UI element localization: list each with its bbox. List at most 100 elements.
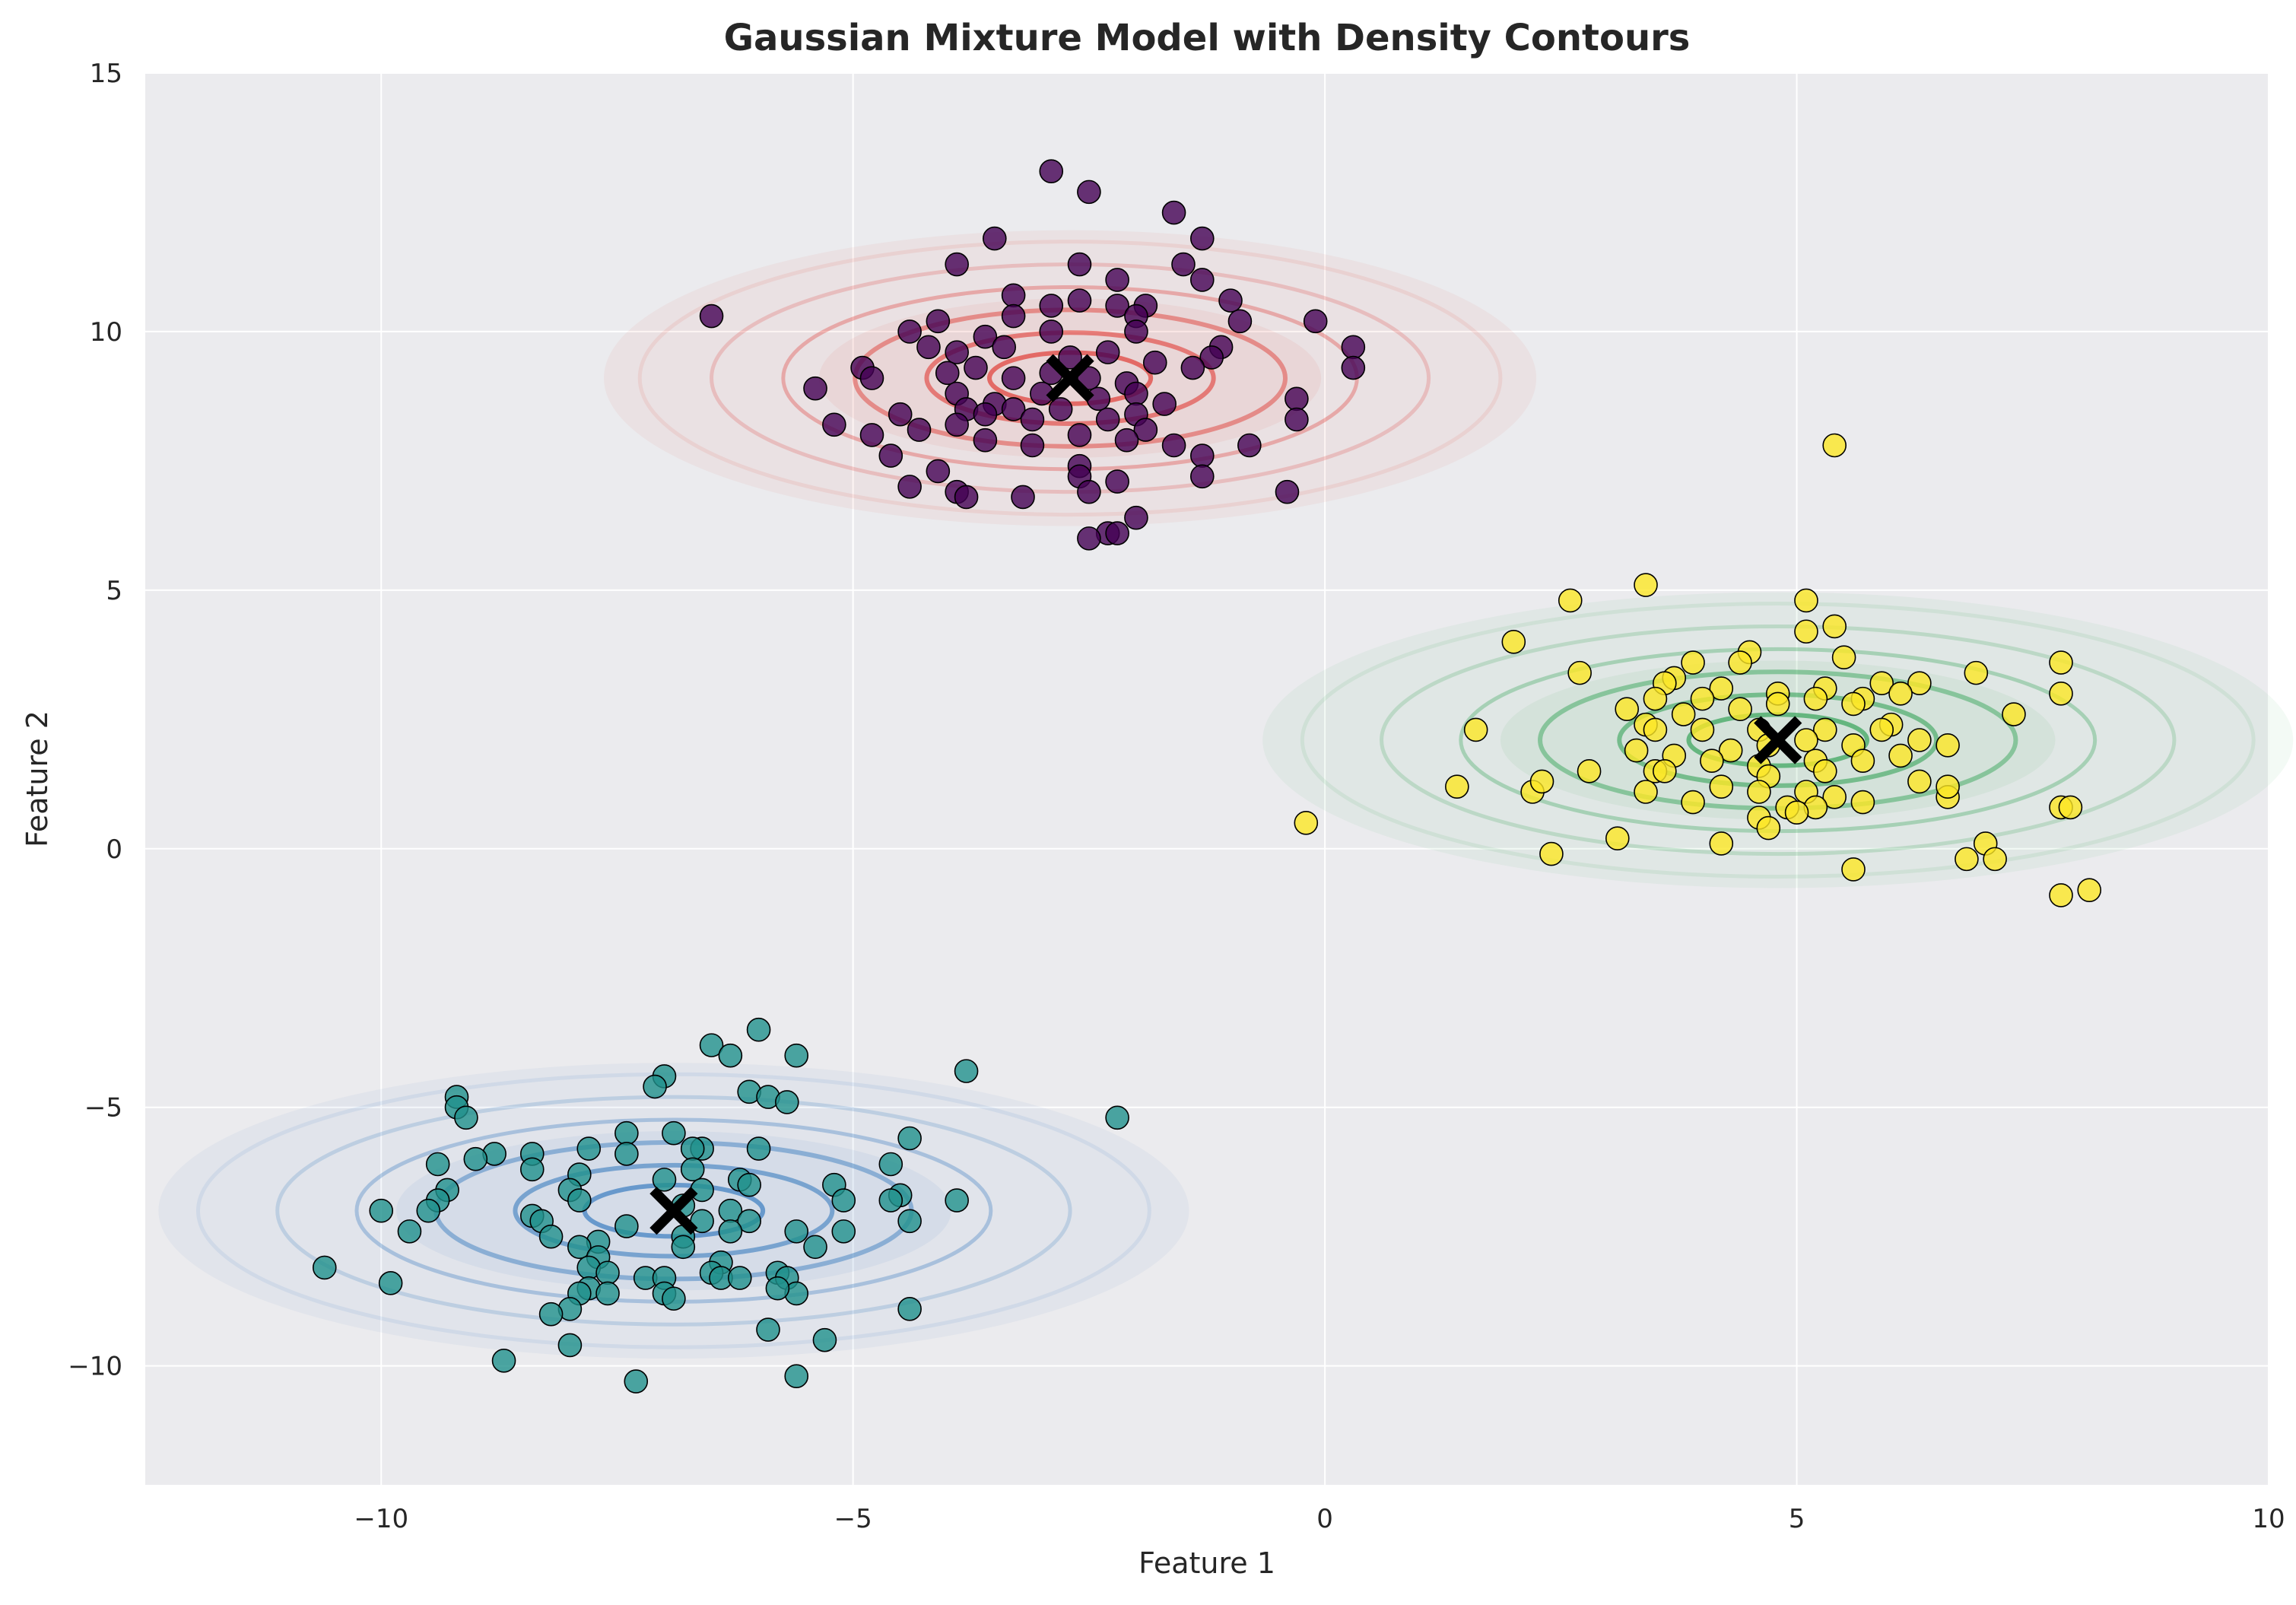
data-point <box>1529 769 1554 794</box>
data-point <box>1501 630 1526 654</box>
data-point <box>699 304 724 329</box>
data-point <box>945 412 969 437</box>
density-contour <box>1380 624 2177 857</box>
y-axis-label: Feature 2 <box>21 710 54 847</box>
data-point <box>1095 340 1120 364</box>
data-point <box>680 1136 705 1161</box>
data-point <box>945 1188 969 1212</box>
data-point <box>1812 717 1837 742</box>
data-point <box>1039 294 1064 318</box>
y-tick-label: 10 <box>90 317 122 348</box>
data-point <box>1888 743 1913 768</box>
data-point <box>756 1317 780 1342</box>
data-point <box>1189 443 1215 468</box>
data-point <box>1728 697 1752 722</box>
data-point <box>803 376 827 401</box>
data-point <box>1955 847 1979 872</box>
data-point <box>784 1219 809 1244</box>
data-point <box>1936 774 1960 799</box>
data-point <box>1869 671 1894 696</box>
data-point <box>765 1276 790 1301</box>
data-point <box>2049 650 2073 675</box>
data-point <box>718 1219 743 1244</box>
data-point <box>1850 748 1875 774</box>
data-point <box>1577 759 1602 783</box>
data-point <box>737 1209 761 1234</box>
data-point <box>1001 283 1026 308</box>
data-point <box>831 1188 856 1212</box>
data-point <box>1634 573 1658 597</box>
data-point <box>1294 810 1319 835</box>
data-point <box>973 427 998 453</box>
x-cross-icon <box>1754 716 1802 764</box>
data-point <box>1445 774 1469 799</box>
data-point <box>614 1214 639 1238</box>
density-contour <box>1300 602 2256 879</box>
data-point <box>1001 304 1026 329</box>
data-point <box>652 1168 677 1192</box>
data-point <box>737 1172 761 1197</box>
data-point <box>1803 686 1828 711</box>
y-axis-ticks: −10 −5 0 5 10 15 <box>68 59 122 1382</box>
y-tick-label: 0 <box>106 834 122 865</box>
data-point <box>1105 469 1129 494</box>
data-point <box>945 252 969 277</box>
data-point <box>1681 650 1705 675</box>
data-point <box>1020 407 1045 432</box>
data-point <box>822 412 846 437</box>
data-point <box>557 1333 583 1358</box>
data-point <box>1624 738 1649 763</box>
data-point <box>992 335 1017 360</box>
data-point <box>1907 769 1932 794</box>
data-point <box>897 475 922 499</box>
data-point <box>1907 728 1932 752</box>
data-point <box>897 1209 922 1234</box>
data-point <box>897 1297 922 1321</box>
data-point <box>1615 697 1639 722</box>
data-point <box>964 355 988 380</box>
data-point <box>897 319 922 344</box>
data-point <box>1907 671 1932 696</box>
data-point <box>1728 650 1752 675</box>
data-point <box>699 1033 724 1057</box>
data-point <box>1341 355 1366 380</box>
data-point <box>1653 759 1677 783</box>
data-point <box>538 1301 564 1327</box>
data-point <box>1077 366 1101 390</box>
data-point <box>1189 268 1215 292</box>
data-point <box>1841 691 1866 717</box>
x-tick-label: 0 <box>1316 1504 1333 1534</box>
data-point <box>2049 682 2073 706</box>
grid-lines <box>145 72 2269 1485</box>
data-point <box>1709 774 1734 799</box>
data-point <box>926 309 951 334</box>
data-point <box>491 1349 516 1373</box>
data-point <box>519 1157 545 1182</box>
data-point <box>1105 268 1129 292</box>
data-point <box>878 443 903 468</box>
component-centers <box>649 354 1802 1235</box>
data-point <box>624 1369 649 1394</box>
data-point <box>1199 345 1224 370</box>
data-point <box>1822 784 1847 809</box>
data-point <box>1709 831 1734 856</box>
data-point <box>784 1364 809 1389</box>
data-point <box>378 1271 403 1295</box>
data-point <box>1681 790 1705 815</box>
x-tick-label: −5 <box>834 1504 872 1534</box>
data-point <box>1039 159 1064 183</box>
x-axis-ticks: −10 −5 0 5 10 <box>354 1504 2285 1534</box>
data-point <box>1180 355 1205 380</box>
data-point <box>973 402 998 427</box>
data-point <box>1794 619 1818 644</box>
data-point <box>1067 288 1092 313</box>
data-point <box>1124 319 1148 344</box>
data-point <box>1784 800 1809 825</box>
data-point <box>671 1235 696 1260</box>
data-point <box>1643 686 1668 711</box>
data-point <box>416 1198 441 1223</box>
density-contour <box>275 1095 1072 1327</box>
data-point <box>1142 350 1167 375</box>
